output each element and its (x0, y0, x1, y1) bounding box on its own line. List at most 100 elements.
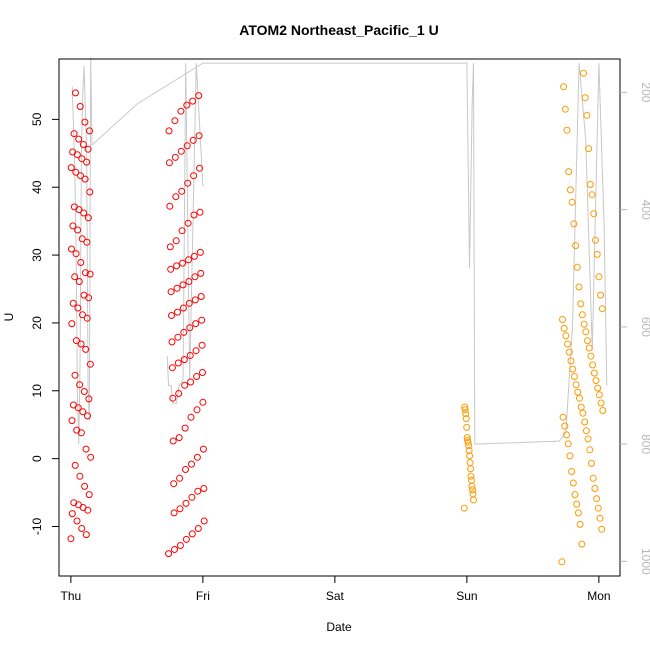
red-data-point (181, 424, 189, 432)
red-data-point (84, 145, 92, 153)
orange-data-point (572, 381, 580, 389)
y-tick-label: 0 (30, 455, 44, 462)
orange-data-point (561, 105, 569, 113)
red-data-point (195, 132, 203, 140)
red-data-point (165, 127, 173, 135)
red-data-point (173, 284, 181, 292)
orange-data-point (592, 236, 599, 244)
red-data-point (79, 311, 86, 319)
red-data-point (178, 227, 186, 235)
red-data-point (193, 406, 201, 414)
orange-data-point (469, 486, 476, 494)
red-data-point (195, 92, 203, 100)
red-data-point (182, 535, 190, 543)
orange-data-point (598, 305, 606, 313)
red-data-point (185, 299, 193, 307)
red-data-point (169, 437, 177, 445)
right-tick-label: 200 (639, 82, 650, 102)
depth-profile-line (166, 63, 204, 404)
red-data-point (79, 141, 87, 148)
orange-data-point (587, 352, 595, 360)
red-data-point (76, 472, 84, 480)
orange-data-point (581, 94, 589, 102)
orange-data-point (590, 210, 598, 218)
orange-data-point (578, 311, 586, 319)
orange-data-point (592, 377, 600, 385)
orange-data-point (588, 191, 596, 199)
orange-data-point (568, 468, 576, 475)
red-data-point (80, 388, 88, 395)
red-data-point (196, 208, 204, 216)
y-tick-label: 30 (30, 248, 44, 262)
red-data-point (196, 248, 204, 256)
orange-data-point (598, 525, 606, 533)
orange-data-point (575, 283, 583, 291)
orange-data-point (569, 479, 577, 487)
red-data-point (175, 434, 183, 442)
orange-data-point (567, 357, 575, 365)
orange-data-point (583, 111, 591, 119)
red-data-point (72, 168, 80, 176)
red-data-point (73, 426, 81, 434)
red-data-point (68, 417, 76, 425)
orange-data-point (594, 504, 602, 512)
red-data-point (83, 314, 91, 322)
orange-data-point (463, 434, 471, 442)
x-tick-label: Mon (587, 589, 610, 603)
orange-data-point (589, 361, 597, 369)
red-data-point (86, 270, 94, 278)
red-data-point (78, 155, 86, 163)
red-data-point (180, 328, 188, 336)
red-data-point (194, 487, 202, 495)
orange-data-point (573, 263, 581, 271)
red-data-point (75, 278, 83, 285)
orange-data-point (595, 391, 603, 399)
red-data-point (82, 531, 90, 539)
orange-data-point (460, 504, 468, 512)
red-data-point (70, 401, 77, 409)
red-data-point (69, 222, 77, 230)
red-data-point (80, 209, 88, 217)
red-data-point (74, 226, 82, 234)
x-tick-label: Thu (61, 589, 82, 603)
red-data-point (68, 320, 76, 328)
red-data-point (166, 243, 174, 251)
red-data-point (171, 153, 179, 161)
red-data-point (188, 530, 196, 538)
red-data-point (78, 235, 86, 243)
orange-data-point (586, 446, 594, 454)
orange-data-point (597, 291, 605, 299)
red-data-point (194, 525, 202, 532)
red-data-point (189, 97, 197, 105)
red-data-point (181, 381, 189, 389)
orange-data-point (569, 365, 577, 373)
red-data-point (67, 164, 75, 172)
red-data-point (182, 499, 190, 507)
orange-data-point (559, 413, 567, 421)
chart-title: ATOM2 Northeast_Pacific_1 U (239, 22, 438, 38)
red-data-point (71, 371, 79, 379)
orange-data-point (560, 83, 568, 91)
red-data-point (183, 101, 191, 109)
orange-data-point (461, 403, 469, 411)
orange-data-point (561, 422, 569, 430)
red-data-point (176, 505, 184, 513)
orange-data-point (465, 447, 473, 454)
red-data-point (68, 245, 75, 253)
red-data-point (173, 262, 181, 270)
orange-data-point (563, 126, 571, 134)
red-data-point (67, 535, 75, 543)
red-data-point (171, 546, 178, 553)
red-data-point (83, 238, 91, 246)
red-data-point (83, 158, 91, 166)
red-data-point (199, 369, 206, 376)
orange-data-point (581, 418, 589, 426)
red-data-point (169, 394, 177, 402)
red-data-point (179, 281, 187, 289)
orange-data-point (461, 406, 469, 414)
red-data-point (168, 312, 175, 319)
orange-data-point (564, 340, 572, 348)
red-data-point (76, 103, 84, 110)
orange-data-point (466, 459, 474, 467)
orange-data-point (591, 485, 599, 492)
